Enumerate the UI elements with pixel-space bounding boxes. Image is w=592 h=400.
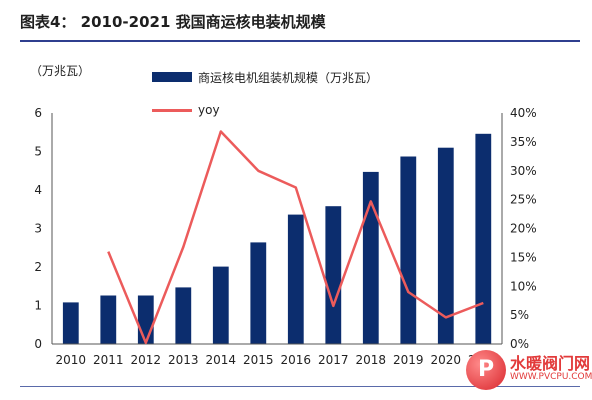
x-tick-label: 2011: [93, 353, 124, 367]
bar-2014: [212, 266, 229, 344]
left-tick-label: 2: [34, 260, 42, 274]
legend-item-yoy: yoy: [152, 101, 220, 119]
yoy-line-layer: [107, 130, 484, 345]
right-tick-label: 10%: [510, 279, 537, 293]
axes-layer: [51, 113, 503, 345]
legend-line-swatch: [152, 108, 192, 112]
watermark-name: 水暖阀门网: [510, 354, 591, 373]
right-tick-label: 0%: [510, 337, 529, 351]
right-tick-label: 15%: [510, 250, 537, 264]
x-tick-label: 2013: [168, 353, 199, 367]
left-tick-label: 4: [34, 183, 42, 197]
left-axis-unit-label: （万兆瓦）: [30, 64, 91, 78]
x-tick-label: 2012: [131, 353, 162, 367]
bars-layer: [62, 133, 492, 344]
watermark: P 水暖阀门网 WWW.PVCPU.COM: [466, 350, 592, 392]
x-tick-label: 2017: [318, 353, 349, 367]
bar-2012: [137, 295, 154, 344]
legend: 商运核电机组装机规模（万兆瓦） yoy: [152, 68, 452, 118]
watermark-url: WWW.PVCPU.COM: [510, 372, 592, 382]
left-tick-label: 0: [34, 337, 42, 351]
tick-labels-layer: 0 1 2 3 4 5 6 0% 5% 10% 15% 20% 25% 30% 35% 40% 2010 2011…: [34, 106, 536, 367]
right-tick-label: 40%: [510, 106, 537, 120]
x-tick-label: 2015: [243, 353, 274, 367]
legend-label-yoy: yoy: [198, 103, 220, 117]
x-tick-label: 2018: [356, 353, 387, 367]
bottom-divider: [20, 386, 580, 387]
right-tick-label: 30%: [510, 164, 537, 178]
right-tick-label: 35%: [510, 135, 537, 149]
x-tick-label: 2014: [206, 353, 237, 367]
right-tick-label: 25%: [510, 193, 537, 207]
legend-item-bars: 商运核电机组装机规模（万兆瓦）: [152, 68, 378, 86]
bar-2020: [437, 147, 454, 344]
x-tick-label: 2020: [431, 353, 462, 367]
legend-label-bars: 商运核电机组装机规模（万兆瓦）: [198, 70, 379, 85]
watermark-logo-icon: P: [466, 350, 506, 390]
left-tick-label: 6: [34, 106, 42, 120]
bar-2011: [100, 295, 117, 344]
bar-2017: [325, 206, 342, 344]
bar-2021: [475, 133, 492, 344]
bar-2015: [250, 242, 267, 344]
left-tick-label: 5: [34, 145, 42, 159]
left-tick-label: 1: [34, 299, 42, 313]
legend-bar-swatch: [152, 72, 192, 82]
left-tick-label: 3: [34, 222, 42, 236]
right-tick-label: 5%: [510, 308, 529, 322]
chart-title: 图表4： 2010-2021 我国商运核电装机规模: [20, 13, 326, 31]
x-tick-label: 2010: [56, 353, 87, 367]
title-divider: [20, 40, 580, 42]
bar-2016: [287, 214, 304, 344]
x-tick-label: 2019: [393, 353, 424, 367]
bar-2018: [362, 171, 379, 344]
x-tick-label: 2016: [281, 353, 312, 367]
bar-2019: [400, 156, 417, 344]
right-tick-label: 20%: [510, 222, 537, 236]
bar-2013: [175, 287, 192, 344]
bar-2010: [62, 302, 79, 344]
